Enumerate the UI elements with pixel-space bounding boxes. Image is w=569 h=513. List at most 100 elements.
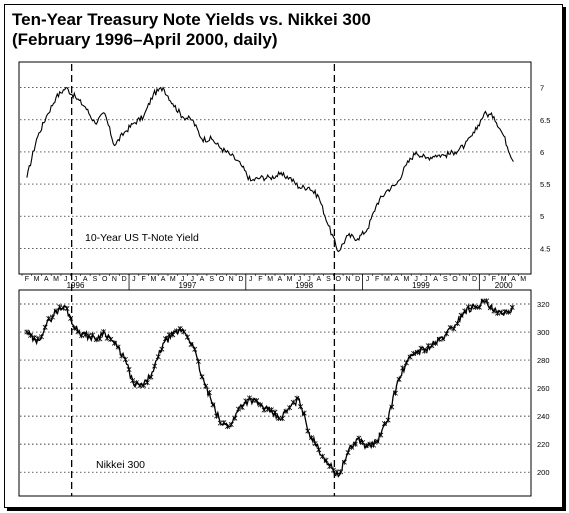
nikkei-panel-border [18, 289, 532, 497]
nikkei-marker [276, 415, 282, 422]
nikkei-marker [338, 469, 344, 475]
nikkei-tick-label: 240 [537, 412, 550, 421]
nikkei-marker [111, 340, 117, 346]
nikkei-marker [173, 328, 179, 334]
nikkei-marker [491, 308, 497, 314]
nikkei-marker [484, 298, 490, 304]
month-label: A [83, 276, 88, 283]
chart-subtitle: (February 1996–April 2000, daily) [12, 30, 278, 49]
month-label: J [181, 276, 185, 283]
month-label: F [492, 276, 496, 283]
nikkei-marker [422, 348, 428, 354]
month-label: S [209, 276, 214, 283]
event-lines [71, 64, 336, 496]
month-label: S [326, 276, 331, 283]
month-label: F [375, 276, 379, 283]
nikkei-marker [28, 332, 33, 339]
nikkei-marker [35, 335, 41, 342]
nikkei-marker [476, 304, 482, 310]
nikkei-marker [243, 398, 249, 404]
nikkei-marker [323, 457, 329, 463]
nikkei-panel: 320 300 280 260 240 220 200 Nikkei 300 [18, 289, 550, 497]
nikkei-marker [418, 345, 424, 351]
nikkei-marker [378, 432, 384, 438]
nikkei-marker [287, 405, 293, 411]
nikkei-marker [440, 336, 446, 342]
month-label: M [267, 276, 273, 283]
nikkei-marker [403, 360, 409, 366]
yield-tick-label: 5.5 [540, 180, 550, 189]
month-label: N [462, 276, 467, 283]
month-label: J [132, 276, 136, 283]
month-label: M [287, 276, 293, 283]
year-label: 1997 [179, 281, 197, 290]
nikkei-marker [122, 356, 128, 363]
nikkei-marker [53, 308, 59, 314]
nikkei-marker [184, 334, 190, 340]
month-label: J [482, 276, 486, 283]
nikkei-marker [279, 415, 285, 422]
month-label: O [219, 276, 225, 283]
nikkei-marker [155, 354, 161, 360]
nikkei-marker [298, 404, 304, 410]
nikkei-marker [319, 453, 325, 459]
nikkei-marker [239, 404, 245, 410]
month-label: J [414, 276, 418, 283]
nikkei-marker [363, 442, 369, 449]
month-label: O [452, 276, 458, 283]
month-label: J [249, 276, 253, 283]
month-label: A [161, 276, 166, 283]
nikkei-marker [290, 399, 296, 405]
nikkei-marker [352, 441, 358, 447]
nikkei-marker [108, 336, 114, 342]
nikkei-marker [261, 407, 267, 413]
nikkei-marker [294, 395, 300, 401]
month-label: M [520, 276, 526, 283]
yield-tick-label: 7 [540, 84, 544, 93]
year-label: 2000 [495, 281, 513, 290]
nikkei-marker [356, 435, 362, 441]
nikkei-marker [97, 336, 103, 342]
nikkei-marker [101, 329, 106, 335]
nikkei-marker [228, 421, 234, 428]
nikkei-marker [495, 310, 501, 316]
nikkei-marker [210, 402, 216, 408]
nikkei-marker [473, 304, 479, 310]
nikkei-tick-label: 280 [537, 356, 550, 365]
nikkei-marker [236, 406, 241, 412]
yield-series-line [26, 86, 514, 253]
month-label: D [355, 276, 360, 283]
nikkei-marker [447, 324, 453, 331]
nikkei-marker [309, 435, 314, 441]
nikkei-marker [203, 383, 209, 389]
nikkei-series-label: Nikkei 300 [96, 459, 145, 471]
nikkei-marker [305, 428, 311, 434]
nikkei-marker [192, 346, 198, 352]
month-label: J [298, 276, 302, 283]
month-label: F [258, 276, 262, 283]
month-label: O [336, 276, 342, 283]
nikkei-tick-label: 200 [537, 468, 550, 477]
nikkei-marker [411, 350, 417, 357]
nikkei-marker [312, 440, 318, 447]
month-label: M [53, 276, 59, 283]
nikkei-marker [454, 320, 460, 327]
nikkei-marker [46, 315, 52, 322]
nikkei-marker [509, 304, 515, 310]
nikkei-marker [79, 333, 85, 339]
nikkei-marker [458, 312, 464, 318]
nikkei-marker [90, 332, 96, 338]
nikkei-marker [126, 366, 132, 373]
nikkei-marker [429, 343, 435, 349]
nikkei-marker [232, 415, 238, 421]
month-label: J [307, 276, 311, 283]
nikkei-marker [465, 304, 471, 310]
nikkei-marker [199, 374, 205, 380]
yield-gridlines [20, 87, 530, 249]
nikkei-marker [414, 349, 420, 355]
nikkei-marker [225, 423, 231, 430]
month-label: N [229, 276, 234, 283]
nikkei-marker [392, 390, 398, 396]
